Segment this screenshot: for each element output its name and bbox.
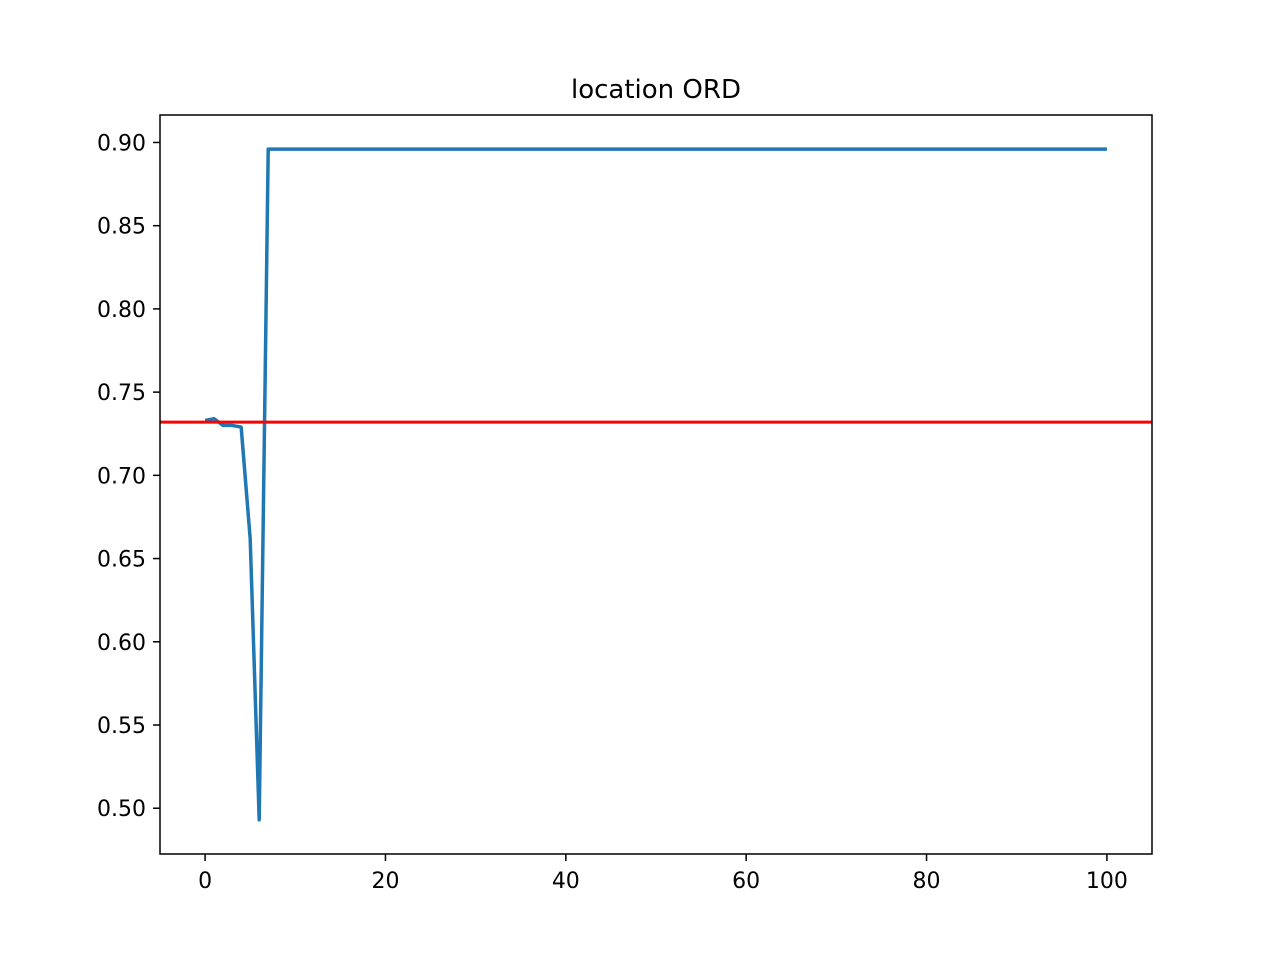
y-tick-label: 0.60: [97, 631, 146, 656]
x-tick-label: 60: [732, 869, 760, 894]
y-tick-label: 0.50: [97, 797, 146, 822]
y-tick-label: 0.85: [97, 215, 146, 240]
series-line-0: [204, 147, 1107, 822]
x-tick-label: 100: [1086, 869, 1128, 894]
y-tick-label: 0.70: [97, 464, 146, 489]
plot-area: [160, 147, 1152, 822]
chart-title: location ORD: [571, 75, 741, 105]
x-tick-label: 40: [552, 869, 580, 894]
plot-frame: [159, 114, 1153, 855]
y-tick-label: 0.80: [97, 298, 146, 323]
y-tick-label: 0.55: [97, 714, 146, 739]
axes: 0 20 40 60 80 100 0.50 0.55 0.60 0.65 0.70 0.75 0.80…: [97, 131, 1128, 894]
x-tick-label: 80: [913, 869, 941, 894]
y-tick-label: 0.90: [97, 131, 146, 156]
x-tick-label: 20: [371, 869, 399, 894]
y-tick-label: 0.65: [97, 548, 146, 573]
x-tick-label: 0: [198, 869, 212, 894]
y-tick-label: 0.75: [97, 381, 146, 406]
